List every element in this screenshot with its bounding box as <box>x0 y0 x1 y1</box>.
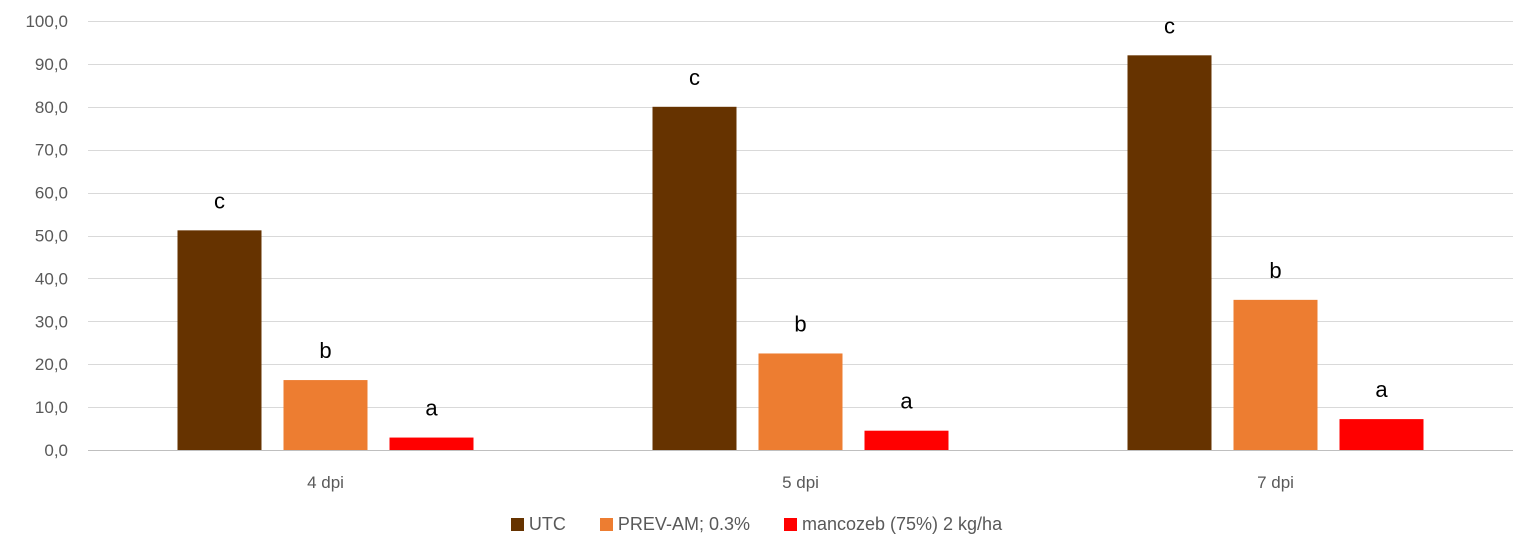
significance-label: c <box>689 65 700 90</box>
significance-label: b <box>319 338 331 363</box>
significance-label: a <box>425 396 438 421</box>
legend-label-utc: UTC <box>528 514 566 534</box>
bar-mancozeb-75-2-kg-ha-0 <box>389 437 474 450</box>
x-category-label: 5 dpi <box>782 473 819 492</box>
legend: UTC PREV-AM; 0.3% mancozeb (75%) 2 kg/ha <box>0 514 1513 535</box>
significance-label: c <box>1164 13 1175 38</box>
y-tick-label: 60,0 <box>35 184 68 203</box>
y-tick-label: 20,0 <box>35 355 68 374</box>
y-tick-label: 100,0 <box>25 12 68 31</box>
y-tick-label: 10,0 <box>35 398 68 417</box>
bar-prev-am-0-3-1 <box>758 353 843 450</box>
bar-prev-am-0-3-0 <box>283 380 368 450</box>
y-tick-label: 80,0 <box>35 98 68 117</box>
legend-item-utc: UTC <box>510 514 566 535</box>
legend-item-mancozeb: mancozeb (75%) 2 kg/ha <box>783 514 1003 535</box>
y-tick-label: 70,0 <box>35 141 68 160</box>
legend-swatch-utc <box>510 518 524 531</box>
x-category-label: 4 dpi <box>307 473 344 492</box>
significance-label: a <box>900 389 913 414</box>
significance-labels: c b a c b a c b a <box>214 13 1388 420</box>
legend-swatch-mancozeb <box>783 518 797 531</box>
significance-label: b <box>794 311 806 336</box>
y-tick-label: 30,0 <box>35 312 68 331</box>
bar-utc-1 <box>652 106 737 451</box>
bar-prev-am-0-3-2 <box>1233 299 1318 450</box>
y-tick-label: 0,0 <box>44 441 68 460</box>
legend-label-prev-am: PREV-AM; 0.3% <box>617 514 750 534</box>
significance-label: c <box>214 188 225 213</box>
bars <box>177 55 1424 451</box>
x-category-label: 7 dpi <box>1257 473 1294 492</box>
legend-item-prev-am: PREV-AM; 0.3% <box>599 514 750 535</box>
significance-label: b <box>1269 258 1281 283</box>
y-tick-label: 40,0 <box>35 269 68 288</box>
legend-label-mancozeb: mancozeb (75%) 2 kg/ha <box>801 514 1003 534</box>
significance-label: a <box>1375 377 1388 402</box>
x-axis: 4 dpi 5 dpi 7 dpi <box>307 473 1294 492</box>
legend-swatch-prev-am <box>599 518 613 531</box>
y-tick-label: 90,0 <box>35 55 68 74</box>
y-tick-label: 50,0 <box>35 227 68 246</box>
bar-mancozeb-75-2-kg-ha-1 <box>864 430 949 450</box>
bar-utc-2 <box>1127 55 1212 450</box>
bar-mancozeb-75-2-kg-ha-2 <box>1339 419 1424 450</box>
bar-chart: 0,0 10,0 20,0 30,0 40,0 50,0 60,0 70,0 80,0 90,0 1… <box>25 12 1513 492</box>
bar-utc-0 <box>177 230 262 450</box>
y-axis: 0,0 10,0 20,0 30,0 40,0 50,0 60,0 70,0 80,0 90,0 1… <box>25 12 68 460</box>
